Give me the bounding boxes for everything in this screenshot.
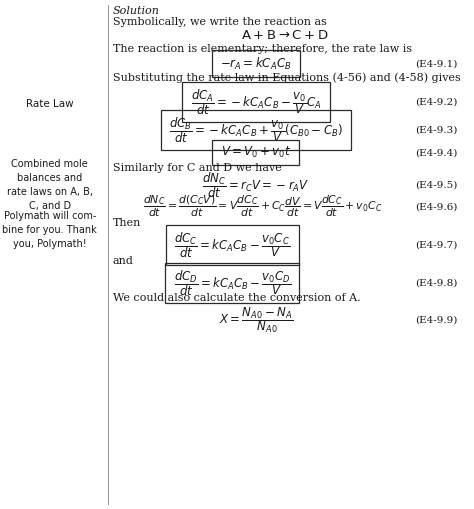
Text: $-r_A = kC_AC_B$: $-r_A = kC_AC_B$	[220, 55, 292, 72]
Text: We could also calculate the conversion of A.: We could also calculate the conversion o…	[113, 293, 360, 303]
Text: (E4-9.9): (E4-9.9)	[415, 315, 457, 324]
Text: $\dfrac{dC_D}{dt} = kC_AC_B - \dfrac{v_0 C_D}{V}$: $\dfrac{dC_D}{dt} = kC_AC_B - \dfrac{v_0…	[173, 268, 291, 298]
Text: $\dfrac{dC_B}{dt} = -kC_AC_B + \dfrac{v_0}{V}(C_{B0} - C_B)$: $\dfrac{dC_B}{dt} = -kC_AC_B + \dfrac{v_…	[169, 115, 343, 145]
Text: $\dfrac{dC_A}{dt} = -kC_AC_B - \dfrac{v_0}{V}C_A$: $\dfrac{dC_A}{dt} = -kC_AC_B - \dfrac{v_…	[191, 87, 321, 117]
Text: (E4-9.5): (E4-9.5)	[415, 180, 457, 189]
Text: (E4-9.6): (E4-9.6)	[415, 202, 457, 211]
Text: Rate Law: Rate Law	[26, 99, 73, 109]
Text: Similarly for C and D we have: Similarly for C and D we have	[113, 163, 282, 173]
Text: Solution: Solution	[113, 6, 160, 16]
Text: $\dfrac{dN_C}{dt} = \dfrac{d(C_C V)}{dt} = V\dfrac{dC_C}{dt} + C_C\dfrac{dV}{dt}: $\dfrac{dN_C}{dt} = \dfrac{d(C_C V)}{dt}…	[144, 194, 383, 219]
Text: (E4-9.2): (E4-9.2)	[415, 97, 457, 106]
Text: Substituting the rate law in Equations (4-56) and (4-58) gives: Substituting the rate law in Equations (…	[113, 73, 461, 83]
Text: $\mathrm{A + B \rightarrow C + D}$: $\mathrm{A + B \rightarrow C + D}$	[241, 29, 328, 42]
Text: (E4-9.3): (E4-9.3)	[415, 125, 457, 134]
Text: Polymath will com-
bine for you. Thank
you, Polymath!: Polymath will com- bine for you. Thank y…	[2, 211, 97, 249]
Text: (E4-9.4): (E4-9.4)	[415, 148, 457, 157]
Text: (E4-9.8): (E4-9.8)	[415, 278, 457, 288]
Text: $X = \dfrac{N_{A0} - N_A}{N_{A0}}$: $X = \dfrac{N_{A0} - N_A}{N_{A0}}$	[219, 305, 293, 334]
Text: $V = V_0 + v_0 t$: $V = V_0 + v_0 t$	[221, 145, 291, 160]
Text: $\dfrac{dN_C}{dt} = r_C V = -r_A V$: $\dfrac{dN_C}{dt} = r_C V = -r_A V$	[202, 170, 310, 200]
Text: The reaction is elementary; therefore, the rate law is: The reaction is elementary; therefore, t…	[113, 44, 412, 54]
Text: Then: Then	[113, 218, 141, 228]
Text: $\dfrac{dC_C}{dt} = kC_AC_B - \dfrac{v_0 C_C}{V}$: $\dfrac{dC_C}{dt} = kC_AC_B - \dfrac{v_0…	[174, 230, 290, 260]
Text: (E4-9.1): (E4-9.1)	[415, 59, 457, 68]
Text: and: and	[113, 256, 134, 266]
Text: Combined mole
balances and
rate laws on A, B,
C, and D: Combined mole balances and rate laws on …	[7, 159, 93, 211]
Text: (E4-9.7): (E4-9.7)	[415, 240, 457, 249]
Text: Symbolically, we write the reaction as: Symbolically, we write the reaction as	[113, 17, 327, 27]
